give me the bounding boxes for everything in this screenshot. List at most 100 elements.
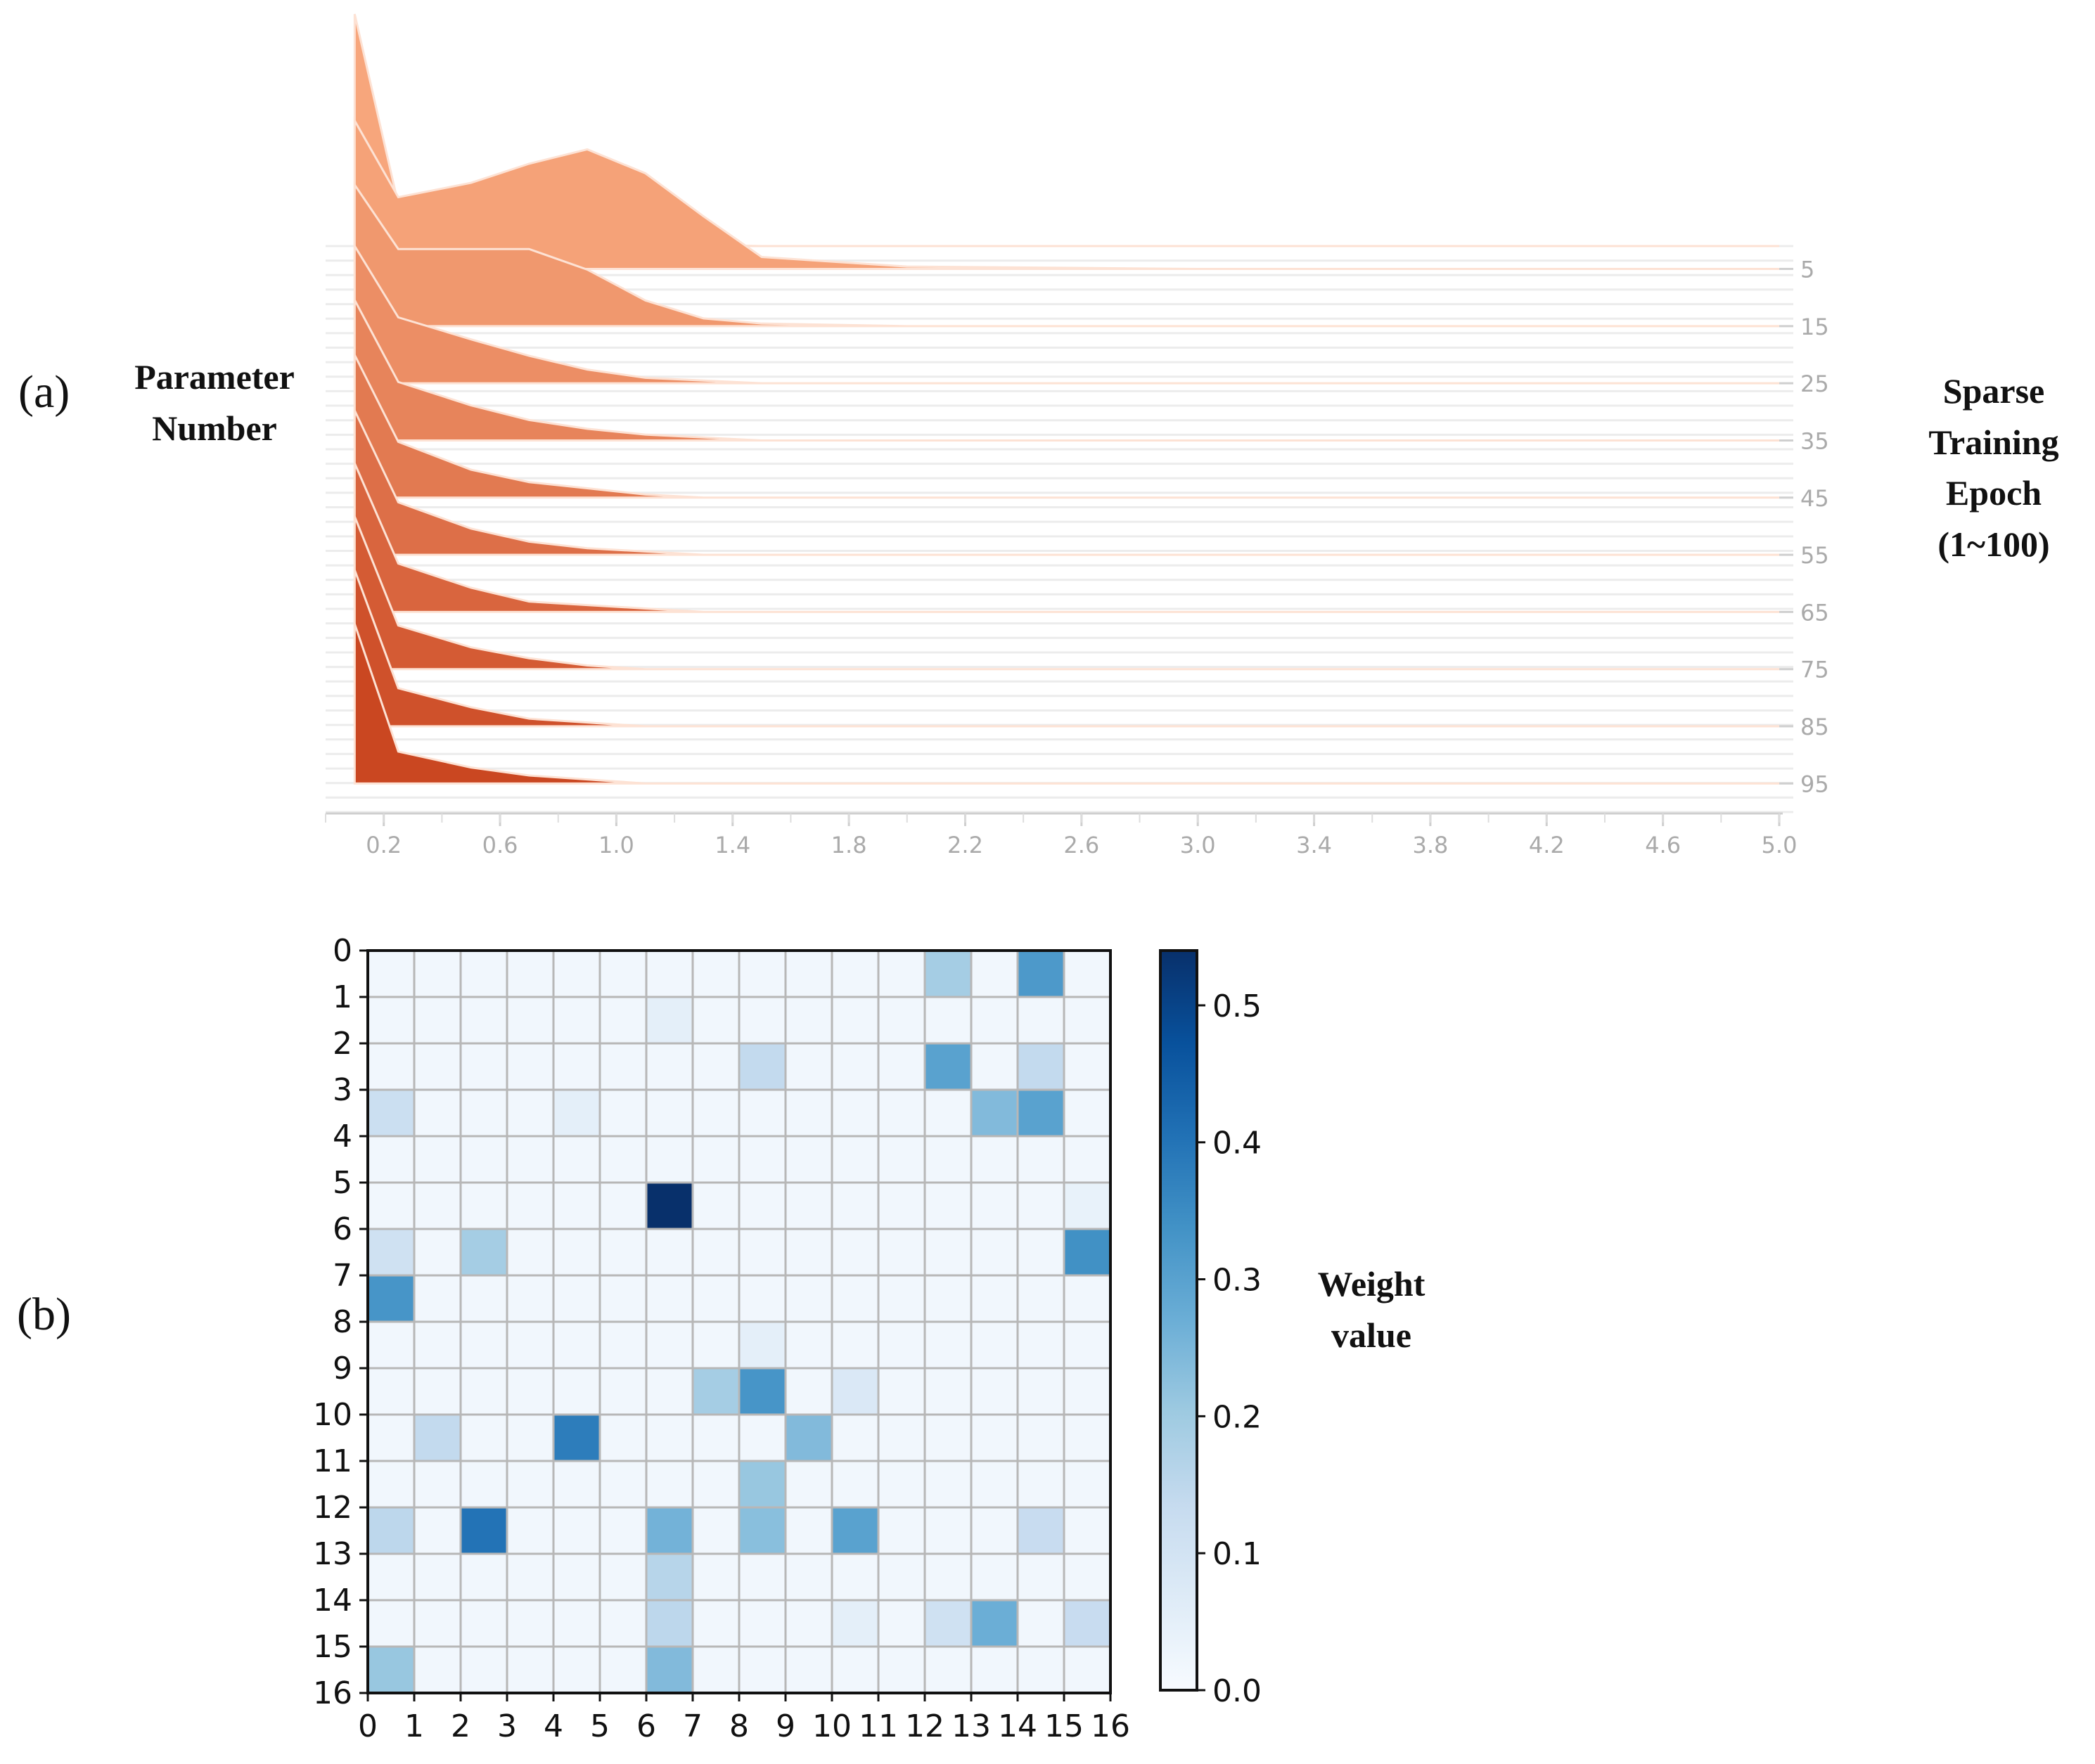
- heatmap-cell: [1016, 949, 1065, 998]
- heatmap-cell: [413, 1506, 462, 1555]
- heatmap-cell: [784, 996, 833, 1045]
- heatmap-cell: [877, 1506, 926, 1555]
- epoch-tick-label: 85: [1800, 714, 1829, 740]
- ridge-epoch-25: [353, 242, 1779, 385]
- epoch-tick-label: 55: [1800, 542, 1829, 569]
- heatmap-cell: [738, 1228, 787, 1277]
- heatmap-cell: [1063, 996, 1112, 1045]
- heatmap-cell: [738, 1367, 787, 1416]
- heatmap-cell: [1063, 1506, 1112, 1555]
- heatmap-cell: [738, 1552, 787, 1602]
- heatmap-cell: [645, 1413, 694, 1462]
- heatmap-cell: [413, 1599, 462, 1648]
- heatmap-cell: [645, 1552, 694, 1602]
- heatmap-cell: [831, 1181, 880, 1230]
- heatmap-cell: [1063, 1088, 1112, 1138]
- epoch-tick-label: 45: [1800, 485, 1829, 512]
- heatmap-cell: [831, 996, 880, 1045]
- heatmap-cell: [459, 1599, 508, 1648]
- panel-a-label: (a): [18, 366, 70, 418]
- heatmap-cell: [366, 1320, 416, 1370]
- heatmap-cell: [506, 1599, 555, 1648]
- heatmap-y-tick-label: 3: [333, 1072, 352, 1108]
- heatmap-cell: [691, 1367, 741, 1416]
- heatmap-cell: [738, 1274, 787, 1323]
- heatmap-y-tick-label: 15: [313, 1629, 352, 1665]
- heatmap-cell: [877, 1042, 926, 1091]
- heatmap-cell: [366, 1506, 416, 1555]
- heatmap-cell: [970, 1599, 1019, 1648]
- ridge-epoch-95: [353, 623, 1779, 785]
- heatmap-cell: [645, 1506, 694, 1555]
- heatmap-y-tick-label: 8: [333, 1304, 352, 1340]
- ridge-epoch-75: [353, 516, 1779, 671]
- heatmap-cell: [784, 1135, 833, 1184]
- heatmap-cell: [1016, 1506, 1065, 1555]
- x-tick-label: 3.8: [1412, 832, 1448, 858]
- heatmap-cell: [1063, 1320, 1112, 1370]
- heatmap-cell: [831, 1645, 880, 1694]
- epoch-axis-label-line-3: Epoch: [1945, 473, 2042, 513]
- heatmap-cell: [366, 949, 416, 998]
- heatmap-cell: [552, 1042, 601, 1091]
- heatmap-cell: [831, 1367, 880, 1416]
- heatmap-cell: [366, 1413, 416, 1462]
- heatmap-cell: [459, 1181, 508, 1230]
- heatmap-y-tick-label: 7: [333, 1258, 352, 1294]
- heatmap-cell: [366, 1552, 416, 1602]
- heatmap-cell: [877, 1413, 926, 1462]
- heatmap-cell: [366, 1645, 416, 1694]
- heatmap-cell: [645, 1599, 694, 1648]
- heatmap-cell: [1063, 1645, 1112, 1694]
- heatmap-cell: [923, 1042, 973, 1091]
- heatmap-y-tick-label: 16: [313, 1675, 352, 1711]
- epoch-tick-label: 15: [1800, 314, 1829, 340]
- heatmap-cell: [1016, 1552, 1065, 1602]
- heatmap-cell: [366, 1042, 416, 1091]
- heatmap-cell: [970, 1460, 1019, 1509]
- heatmap-cell: [691, 1320, 741, 1370]
- heatmap-cell: [877, 1181, 926, 1230]
- heatmap-cell: [413, 1645, 462, 1694]
- heatmap-x-tick-label: 7: [683, 1708, 703, 1744]
- x-tick-label: 1.0: [598, 832, 634, 858]
- heatmap-cell: [598, 1274, 648, 1323]
- heatmap-cell: [738, 1599, 787, 1648]
- heatmap-cell: [552, 1181, 601, 1230]
- heatmap-cell: [366, 1228, 416, 1277]
- heatmap-cell: [970, 996, 1019, 1045]
- heatmap-cell: [923, 1367, 973, 1416]
- heatmap-cell: [645, 1228, 694, 1277]
- x-tick-label: 2.2: [947, 832, 983, 858]
- heatmap-cell: [831, 1320, 880, 1370]
- heatmap-x-tick-label: 13: [952, 1708, 991, 1744]
- heatmap-cell: [923, 949, 973, 998]
- heatmap-cell: [970, 949, 1019, 998]
- heatmap-cell: [784, 1645, 833, 1694]
- x-tick-label: 3.0: [1180, 832, 1216, 858]
- heatmap-cell: [831, 1506, 880, 1555]
- heatmap-cell: [598, 1645, 648, 1694]
- y-axis-label: Parameter Number: [105, 352, 323, 453]
- heatmap-cell: [459, 1274, 508, 1323]
- heatmap-cell: [1063, 1181, 1112, 1230]
- heatmap-cell: [831, 1135, 880, 1184]
- y-axis-label-line-2: Number: [152, 408, 277, 448]
- heatmap-y-tick-label: 10: [313, 1397, 352, 1433]
- x-tick-label: 5.0: [1762, 832, 1798, 858]
- heatmap-cell: [784, 1599, 833, 1648]
- heatmap-cell: [784, 1460, 833, 1509]
- heatmap-cell: [413, 1228, 462, 1277]
- heatmap-cell: [552, 1599, 601, 1648]
- heatmap-cell: [645, 1088, 694, 1138]
- heatmap-cell: [691, 1506, 741, 1555]
- heatmap-cell: [691, 949, 741, 998]
- heatmap-cell: [506, 949, 555, 998]
- heatmap-cell: [552, 1274, 601, 1323]
- x-tick-label: 3.4: [1296, 832, 1332, 858]
- heatmap-x-tick-label: 14: [998, 1708, 1037, 1744]
- heatmap-cell: [877, 1088, 926, 1138]
- heatmap-cell: [1016, 1135, 1065, 1184]
- heatmap-cell: [784, 1320, 833, 1370]
- heatmap-y-tick-label: 14: [313, 1583, 352, 1618]
